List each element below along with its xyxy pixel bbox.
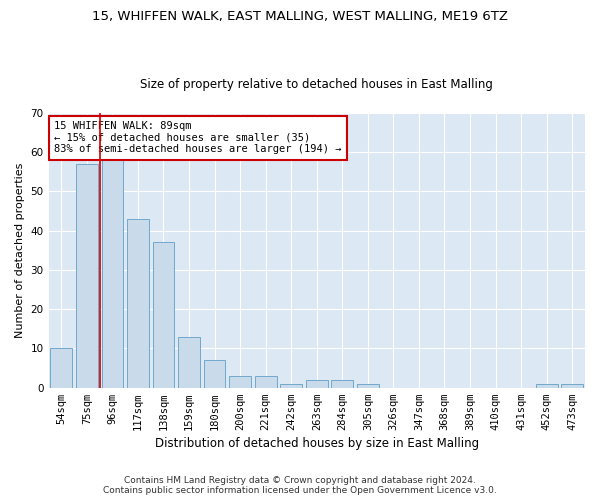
Bar xyxy=(357,384,379,388)
Bar xyxy=(178,336,200,388)
Bar xyxy=(204,360,226,388)
X-axis label: Distribution of detached houses by size in East Malling: Distribution of detached houses by size … xyxy=(155,437,479,450)
Title: Size of property relative to detached houses in East Malling: Size of property relative to detached ho… xyxy=(140,78,493,91)
Bar xyxy=(101,160,123,388)
Bar xyxy=(229,376,251,388)
Text: 15 WHIFFEN WALK: 89sqm
← 15% of detached houses are smaller (35)
83% of semi-det: 15 WHIFFEN WALK: 89sqm ← 15% of detached… xyxy=(54,121,341,154)
Bar xyxy=(152,242,175,388)
Bar xyxy=(50,348,72,388)
Bar xyxy=(306,380,328,388)
Bar xyxy=(562,384,583,388)
Bar xyxy=(331,380,353,388)
Text: Contains HM Land Registry data © Crown copyright and database right 2024.
Contai: Contains HM Land Registry data © Crown c… xyxy=(103,476,497,495)
Bar xyxy=(280,384,302,388)
Y-axis label: Number of detached properties: Number of detached properties xyxy=(15,162,25,338)
Bar xyxy=(76,164,98,388)
Bar xyxy=(255,376,277,388)
Bar xyxy=(127,219,149,388)
Text: 15, WHIFFEN WALK, EAST MALLING, WEST MALLING, ME19 6TZ: 15, WHIFFEN WALK, EAST MALLING, WEST MAL… xyxy=(92,10,508,23)
Bar xyxy=(536,384,557,388)
